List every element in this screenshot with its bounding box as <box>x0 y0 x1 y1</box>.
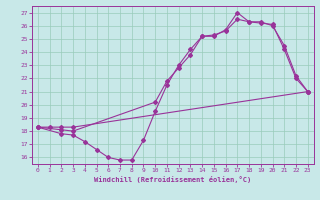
X-axis label: Windchill (Refroidissement éolien,°C): Windchill (Refroidissement éolien,°C) <box>94 176 252 183</box>
